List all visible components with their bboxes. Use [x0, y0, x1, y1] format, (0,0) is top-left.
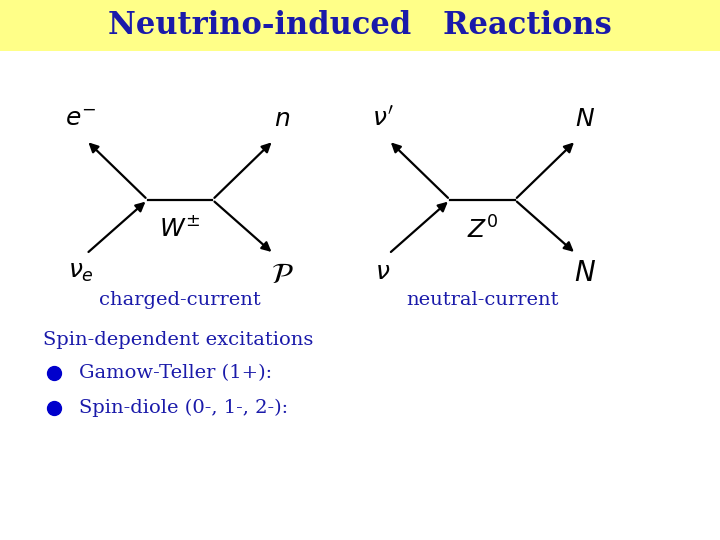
Text: $\nu$: $\nu$: [375, 260, 391, 284]
Text: $\nu_e$: $\nu_e$: [68, 260, 94, 284]
Text: neutral-current: neutral-current: [406, 291, 559, 309]
Text: Spin-diole (0-, 1-, 2-):: Spin-diole (0-, 1-, 2-):: [79, 399, 288, 417]
Text: $e^{-}$: $e^{-}$: [65, 107, 96, 131]
Text: $N$: $N$: [575, 107, 595, 131]
Text: $\mathcal{P}$: $\mathcal{P}$: [271, 260, 294, 289]
Text: $\mathbf{\mathit{N}}$: $\mathbf{\mathit{N}}$: [574, 260, 595, 287]
Text: $\nu'$: $\nu'$: [372, 107, 394, 131]
Text: $n$: $n$: [274, 107, 290, 131]
FancyBboxPatch shape: [0, 0, 720, 51]
Text: Spin-dependent excitations: Spin-dependent excitations: [43, 331, 314, 349]
Text: $Z^0$: $Z^0$: [467, 216, 498, 243]
Text: charged-current: charged-current: [99, 291, 261, 309]
Text: Gamow-Teller (1+):: Gamow-Teller (1+):: [79, 363, 272, 382]
Text: Neutrino-induced   Reactions: Neutrino-induced Reactions: [108, 10, 612, 42]
Text: $W^{\pm}$: $W^{\pm}$: [159, 216, 201, 241]
